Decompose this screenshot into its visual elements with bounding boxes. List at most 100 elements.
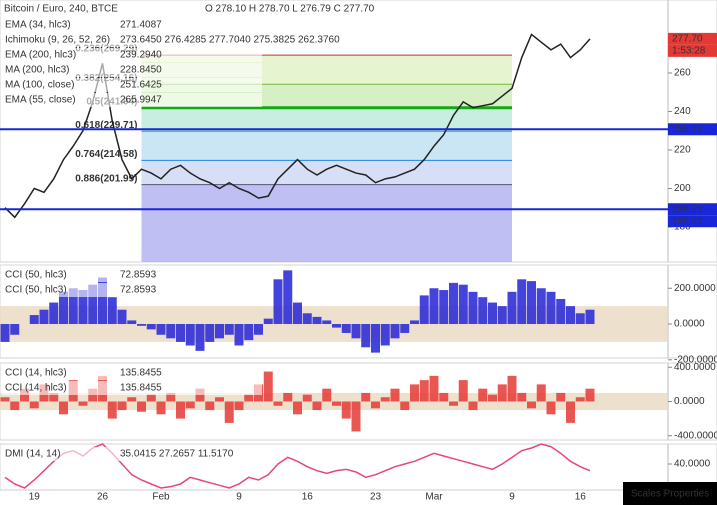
bar <box>205 324 215 342</box>
bar <box>10 324 20 335</box>
bar <box>59 401 68 415</box>
bar <box>68 288 78 325</box>
bar <box>224 401 234 423</box>
bar <box>78 401 88 406</box>
bar <box>195 324 205 351</box>
bar <box>546 401 556 415</box>
bar <box>29 401 39 409</box>
bar <box>517 279 527 325</box>
bar <box>566 401 575 423</box>
bar <box>176 324 185 342</box>
bar <box>546 291 556 325</box>
bar <box>224 324 234 335</box>
bar <box>302 313 312 325</box>
bar <box>205 401 215 411</box>
bar <box>146 394 156 402</box>
bar <box>107 297 117 325</box>
legend-bg <box>2 381 262 395</box>
bar <box>166 392 176 402</box>
x-tick-label: 19 <box>29 492 41 503</box>
price-line-tag <box>668 203 717 216</box>
x-tick-label: 9 <box>236 492 242 503</box>
legend-bg <box>2 268 262 282</box>
fib-zone <box>141 131 512 161</box>
y-tick-label: 0.0000 <box>674 319 705 330</box>
bar <box>332 401 341 406</box>
fib-zone <box>141 184 512 262</box>
x-tick-label: 26 <box>97 492 109 503</box>
bar <box>400 401 410 411</box>
legend-bg <box>2 447 262 461</box>
bar <box>361 392 371 402</box>
bar <box>166 324 176 339</box>
y-tick-label: -400.0000 <box>674 430 717 441</box>
bar <box>263 318 273 325</box>
bar <box>497 306 507 325</box>
bar <box>117 309 127 325</box>
bar <box>0 397 10 402</box>
price-tag <box>668 32 717 45</box>
price-line-tag-label: 189.21 <box>672 204 703 215</box>
bar <box>390 324 400 339</box>
bar <box>234 401 244 411</box>
bar <box>127 397 137 402</box>
legend-name: CCI (50, hlc3) <box>5 270 67 281</box>
legend-value: 239.2940 <box>120 50 162 61</box>
bar <box>478 388 488 402</box>
legend-bg <box>2 93 262 107</box>
y-tick-label: 200.0000 <box>674 283 716 294</box>
legend-bg <box>2 366 262 380</box>
legend-bg <box>2 33 262 47</box>
bar <box>390 388 400 402</box>
legend-value: 271.4087 <box>120 20 162 31</box>
scales-button[interactable] <box>623 482 717 505</box>
legend-value: 72.8593 <box>120 270 157 281</box>
bar <box>575 313 585 325</box>
bar <box>98 277 107 325</box>
bar <box>371 401 380 409</box>
bar <box>117 401 127 411</box>
bar <box>137 324 146 326</box>
bar <box>488 302 497 325</box>
bar <box>234 324 244 346</box>
pane <box>0 264 717 359</box>
y-tick-label: 260 <box>674 68 691 79</box>
bar <box>332 324 341 328</box>
bar <box>312 401 322 411</box>
y-tick-label: 0.0000 <box>674 396 705 407</box>
bar <box>283 270 293 325</box>
legend-value: 273.6450 276.4285 277.7040 275.3825 262.… <box>120 35 340 46</box>
bar <box>273 279 283 325</box>
bar <box>478 297 488 325</box>
x-tick-label: 23 <box>370 492 382 503</box>
legend-name: CCI (50, hlc3) <box>5 285 67 296</box>
fib-label: 0.618(229.71) <box>75 120 137 131</box>
bar <box>488 394 497 402</box>
bar <box>137 401 146 412</box>
fib-label: 0.886(201.99) <box>75 173 137 184</box>
bar <box>341 401 351 419</box>
bar <box>527 281 536 325</box>
legend-name: CCI (14, hlc3) <box>5 368 67 379</box>
bar <box>351 324 361 339</box>
pane <box>0 362 717 441</box>
bar <box>322 388 332 402</box>
price-line-tag <box>668 123 717 136</box>
ohlc: O 278.10 H 278.70 L 276.79 C 277.70 <box>205 4 375 15</box>
bar <box>458 380 468 402</box>
countdown: 1:53:28 <box>672 46 706 57</box>
legend-name: MA (100, close) <box>5 80 74 91</box>
legend-name: EMA (55, close) <box>5 95 76 106</box>
price-tag-label: 277.70 <box>672 34 703 45</box>
bar <box>351 401 361 432</box>
bar <box>575 397 585 402</box>
scales-button-label[interactable]: Scales Properties <box>631 489 709 500</box>
legend-value: 72.8593 <box>120 285 157 296</box>
countdown-tag <box>668 44 717 57</box>
bar <box>429 375 439 402</box>
legend-value: 251.6425 <box>120 80 162 91</box>
bar <box>176 401 185 419</box>
fib-label: 0.764(214.58) <box>75 149 137 160</box>
bar <box>585 309 595 325</box>
